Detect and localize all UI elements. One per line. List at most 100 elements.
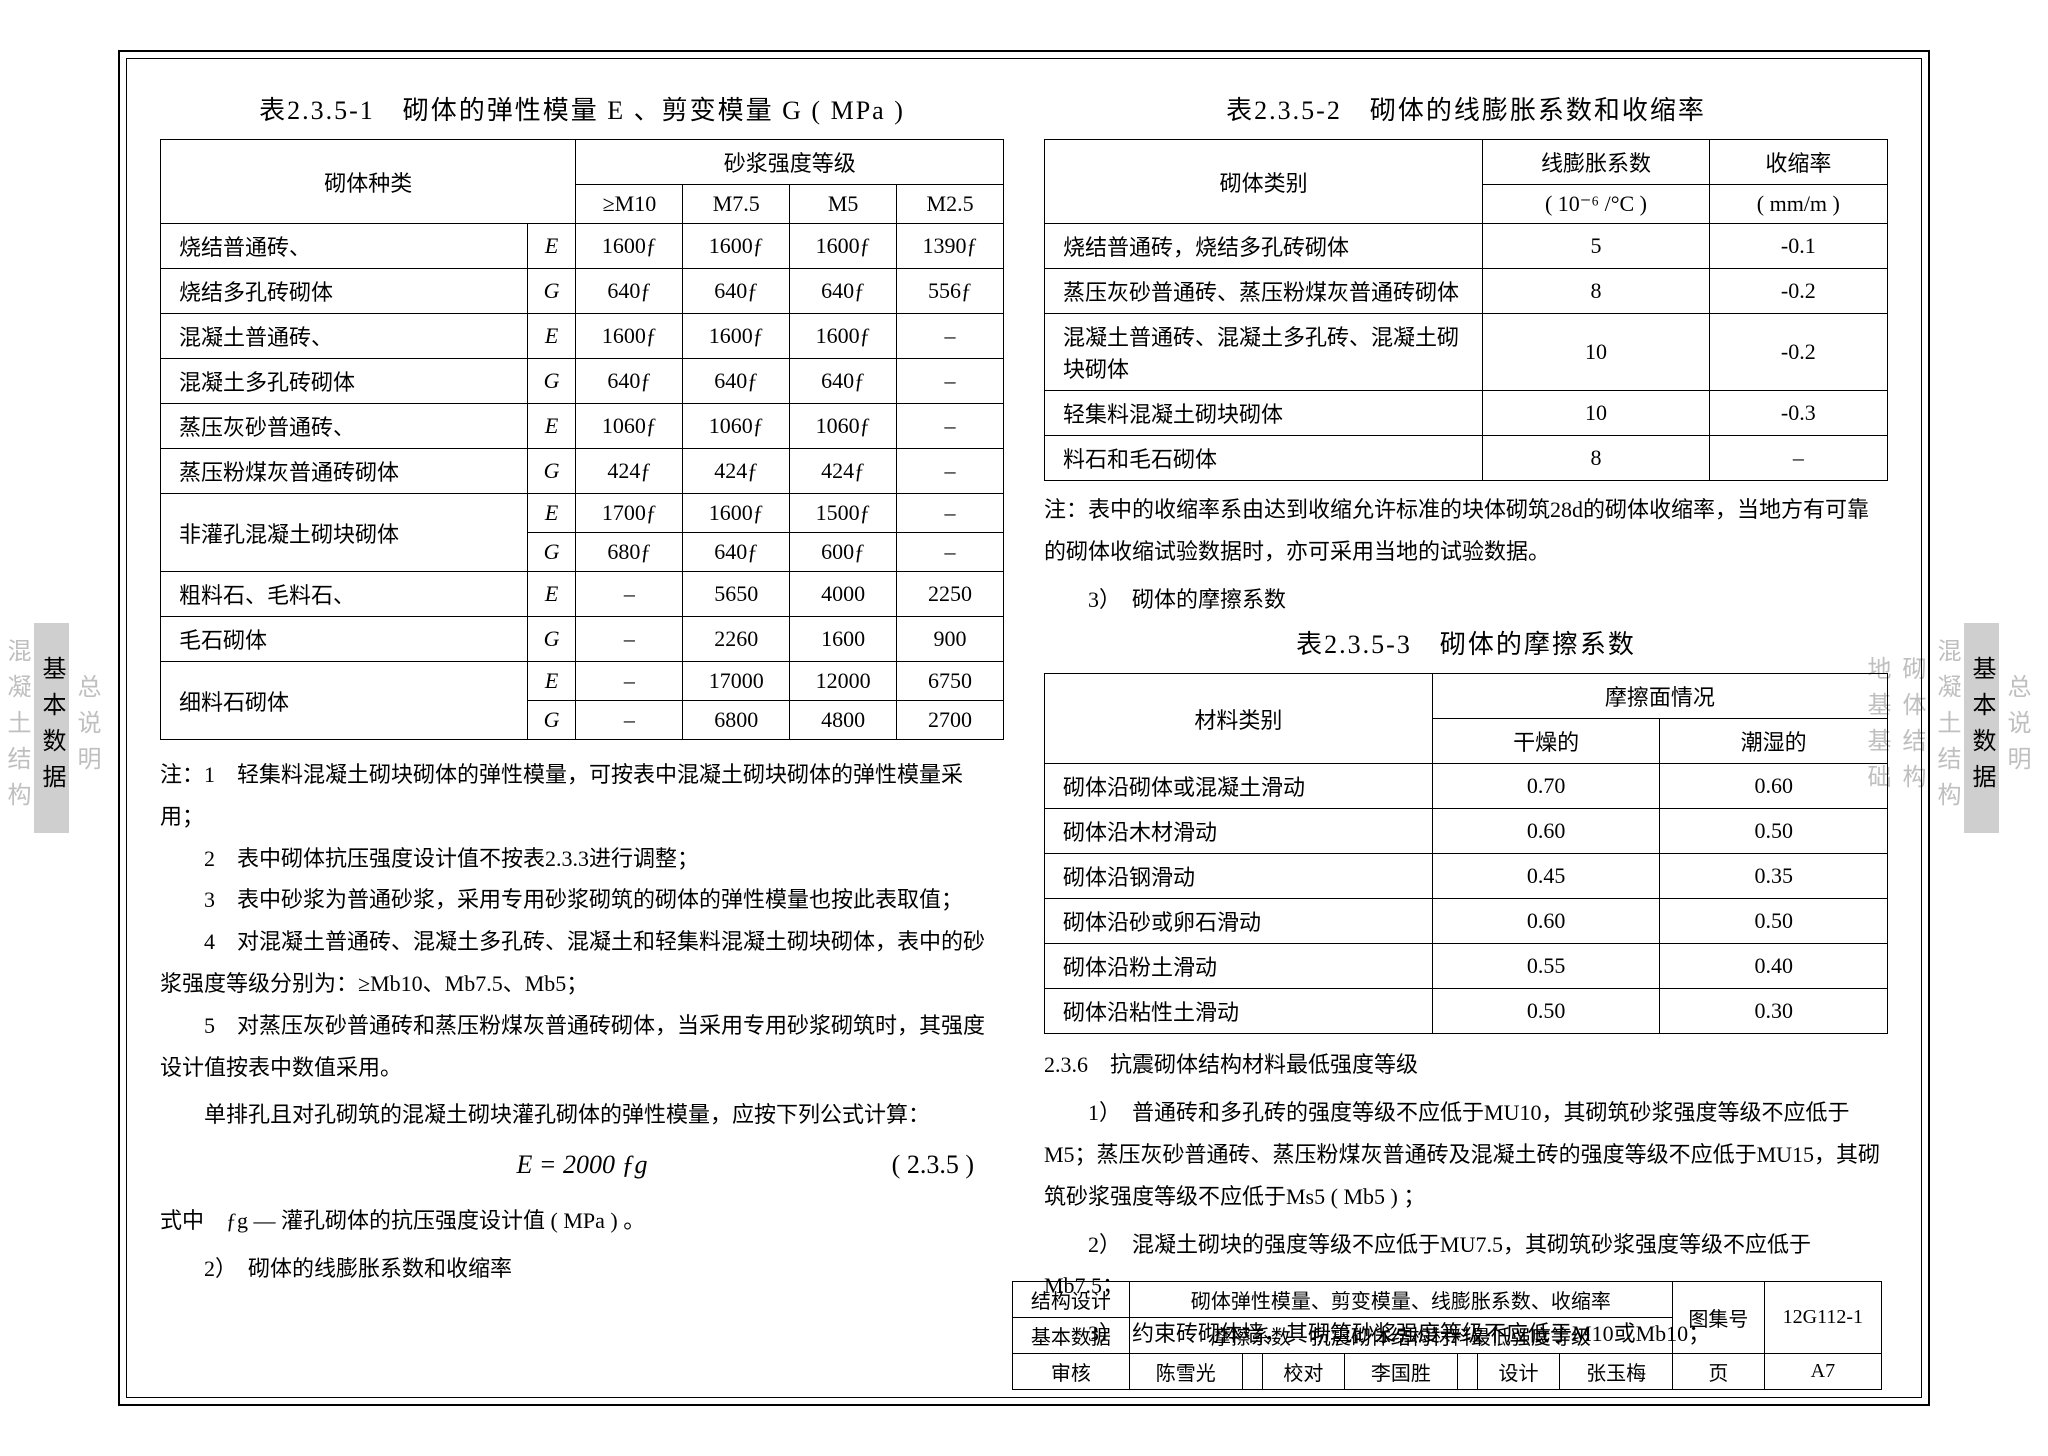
t1-r8-0: – xyxy=(576,572,683,617)
tb-r2c1: 基本数据 xyxy=(1013,1318,1130,1354)
t1-r2-sym: E xyxy=(527,314,576,359)
tb-r1c2: 砌体弹性模量、剪变模量、线膨胀系数、收缩率 xyxy=(1129,1282,1672,1318)
t2-r0-2: -0.1 xyxy=(1709,224,1887,269)
t1-g0: ≥M10 xyxy=(576,185,683,224)
tb-r1c4: 12G112-1 xyxy=(1764,1282,1881,1354)
t1-r3-0: 640ƒ xyxy=(576,359,683,404)
t1-r7-0: 680ƒ xyxy=(576,533,683,572)
t1-r3-name: 混凝土多孔砖砌体 xyxy=(161,359,528,404)
t1-r3-1: 640ƒ xyxy=(683,359,790,404)
t2-h2: 线膨胀系数 xyxy=(1483,140,1709,185)
tb-r2c2: 摩擦系数 抗震砌体结构材料最低强度等级 xyxy=(1129,1318,1672,1354)
note1-2: 2 表中砌体抗压强度设计值不按表2.3.3进行调整； xyxy=(160,838,1004,880)
t1-r3-2: 640ƒ xyxy=(790,359,897,404)
side-item-1: 基本数据 xyxy=(34,623,69,833)
t1-g1: M7.5 xyxy=(683,185,790,224)
note1-3: 3 表中砂浆为普通砂浆，采用专用砂浆砌筑的砌体的弹性模量也按此表取值； xyxy=(160,879,1004,921)
note1-5: 5 对蒸压灰砂普通砖和蒸压粉煤灰普通砖砌体，当采用专用砂浆砌筑时，其强度设计值按… xyxy=(160,1005,1004,1089)
t1-r2-0: 1600ƒ xyxy=(576,314,683,359)
t3-r4-0: 砌体沿粉土滑动 xyxy=(1045,944,1433,989)
t1-r8-3: 2250 xyxy=(897,572,1004,617)
t1-r4-sym: E xyxy=(527,404,576,449)
left-column: 表2.3.5-1 砌体的弹性模量 E 、剪变模量 G ( MPa ) 砌体种类 … xyxy=(160,82,1004,1394)
t3-r5-0: 砌体沿粘性土滑动 xyxy=(1045,989,1433,1034)
t1-r5-sym: G xyxy=(527,449,576,494)
formula-expr: E = 2000 ƒg xyxy=(517,1150,648,1179)
t2-r1-0: 蒸压灰砂普通砖、蒸压粉煤灰普通砖砌体 xyxy=(1045,269,1483,314)
t1-r6-name: 非灌孔混凝土砌块砌体 xyxy=(161,494,528,572)
formula: E = 2000 ƒg ( 2.3.5 ) xyxy=(160,1150,1004,1180)
side-item-r2: 混凝土结构 xyxy=(1929,623,1964,833)
t3-r4-2: 0.40 xyxy=(1660,944,1888,989)
t1-r3-3: – xyxy=(897,359,1004,404)
s236-i1: 1） 普通砖和多孔砖的强度等级不应低于MU10，其砌筑砂浆强度等级不应低于M5；… xyxy=(1044,1092,1888,1217)
t1-r4-name: 蒸压灰砂普通砖、 xyxy=(161,404,528,449)
tb-r3-7: 张玉梅 xyxy=(1560,1354,1673,1390)
mid-line2: 式中 ƒg — 灌孔砌体的抗压强度设计值 ( MPa ) 。 xyxy=(160,1200,1004,1242)
t1-r3-sym: G xyxy=(527,359,576,404)
t1-r9-0: – xyxy=(576,617,683,662)
t2-r4-0: 料石和毛石砌体 xyxy=(1045,436,1483,481)
t1-r11-sym: G xyxy=(527,701,576,740)
tb-sig1 xyxy=(1242,1354,1262,1390)
t1-r9-2: 1600 xyxy=(790,617,897,662)
mid-line3: 2） 砌体的线膨胀系数和收缩率 xyxy=(160,1248,1004,1290)
t2-r3-2: -0.3 xyxy=(1709,391,1887,436)
formula-number: ( 2.3.5 ) xyxy=(892,1150,974,1180)
t2-r2-2: -0.2 xyxy=(1709,314,1887,391)
t3-r0-0: 砌体沿砌体或混凝土滑动 xyxy=(1045,764,1433,809)
title-block-table: 结构设计 砌体弹性模量、剪变模量、线膨胀系数、收缩率 图集号 12G112-1 … xyxy=(1012,1281,1882,1390)
table3: 材料类别 摩擦面情况 干燥的 潮湿的 砌体沿砌体或混凝土滑动0.700.60 砌… xyxy=(1044,673,1888,1034)
table1-notes: 注：1 轻集料混凝土砌块砌体的弹性模量，可按表中混凝土砌块砌体的弹性模量采用； … xyxy=(160,754,1004,1088)
t1-r5-3: – xyxy=(897,449,1004,494)
title-block: 结构设计 砌体弹性模量、剪变模量、线膨胀系数、收缩率 图集号 12G112-1 … xyxy=(1012,1281,1882,1390)
tb-sig2 xyxy=(1457,1354,1477,1390)
t1-r8-2: 4000 xyxy=(790,572,897,617)
t1-r9-1: 2260 xyxy=(683,617,790,662)
t2-h2u: ( 10⁻⁶ /°C ) xyxy=(1483,185,1709,224)
t1-r2-1: 1600ƒ xyxy=(683,314,790,359)
t2-r2-0: 混凝土普通砖、混凝土多孔砖、混凝土砌块砌体 xyxy=(1045,314,1483,391)
t3-hgroup: 摩擦面情况 xyxy=(1432,674,1887,719)
t1-r11-2: 4800 xyxy=(790,701,897,740)
t1-r4-2: 1060ƒ xyxy=(790,404,897,449)
side-item-2: 混凝土结构 xyxy=(0,623,34,833)
tb-r3-4: 李国胜 xyxy=(1344,1354,1457,1390)
t2-r4-1: 8 xyxy=(1483,436,1709,481)
t3-h2: 干燥的 xyxy=(1432,719,1660,764)
t3-r3-2: 0.50 xyxy=(1660,899,1888,944)
t1-r1-sym: G xyxy=(527,269,576,314)
t3-r3-1: 0.60 xyxy=(1432,899,1660,944)
t1-r8-sym: E xyxy=(527,572,576,617)
tb-r1c1: 结构设计 xyxy=(1013,1282,1130,1318)
t1-r6-sym: E xyxy=(527,494,576,533)
t1-r4-0: 1060ƒ xyxy=(576,404,683,449)
t1-r9-sym: G xyxy=(527,617,576,662)
table1-title: 表2.3.5-1 砌体的弹性模量 E 、剪变模量 G ( MPa ) xyxy=(160,90,1004,127)
side-item-r1: 基本数据 xyxy=(1964,623,1999,833)
page-frame: 表2.3.5-1 砌体的弹性模量 E 、剪变模量 G ( MPa ) 砌体种类 … xyxy=(118,50,1930,1406)
t2-r4-2: – xyxy=(1709,436,1887,481)
t1-r11-1: 6800 xyxy=(683,701,790,740)
t1-r10-3: 6750 xyxy=(897,662,1004,701)
tb-r3-6: 设计 xyxy=(1478,1354,1560,1390)
t1-h-group: 砂浆强度等级 xyxy=(576,140,1004,185)
t2-r2-1: 10 xyxy=(1483,314,1709,391)
t1-r6-1: 1600ƒ xyxy=(683,494,790,533)
t2-r1-2: -0.2 xyxy=(1709,269,1887,314)
tb-r3-10: A7 xyxy=(1764,1354,1881,1390)
t3-r5-2: 0.30 xyxy=(1660,989,1888,1034)
t1-r6-0: 1700ƒ xyxy=(576,494,683,533)
note1-1: 注：1 轻集料混凝土砌块砌体的弹性模量，可按表中混凝土砌块砌体的弹性模量采用； xyxy=(160,754,1004,838)
t1-g2: M5 xyxy=(790,185,897,224)
t1-r8-1: 5650 xyxy=(683,572,790,617)
t2-r0-0: 烧结普通砖，烧结多孔砖砌体 xyxy=(1045,224,1483,269)
t1-r7-sym: G xyxy=(527,533,576,572)
t2-h3: 收缩率 xyxy=(1709,140,1887,185)
t2-r3-1: 10 xyxy=(1483,391,1709,436)
t3-r5-1: 0.50 xyxy=(1432,989,1660,1034)
t1-r0-name: 烧结普通砖、 xyxy=(161,224,528,269)
t1-r10-0: – xyxy=(576,662,683,701)
t1-r0-0: 1600ƒ xyxy=(576,224,683,269)
note1-4: 4 对混凝土普通砖、混凝土多孔砖、混凝土和轻集料混凝土砌块砌体，表中的砂浆强度等… xyxy=(160,921,1004,1005)
